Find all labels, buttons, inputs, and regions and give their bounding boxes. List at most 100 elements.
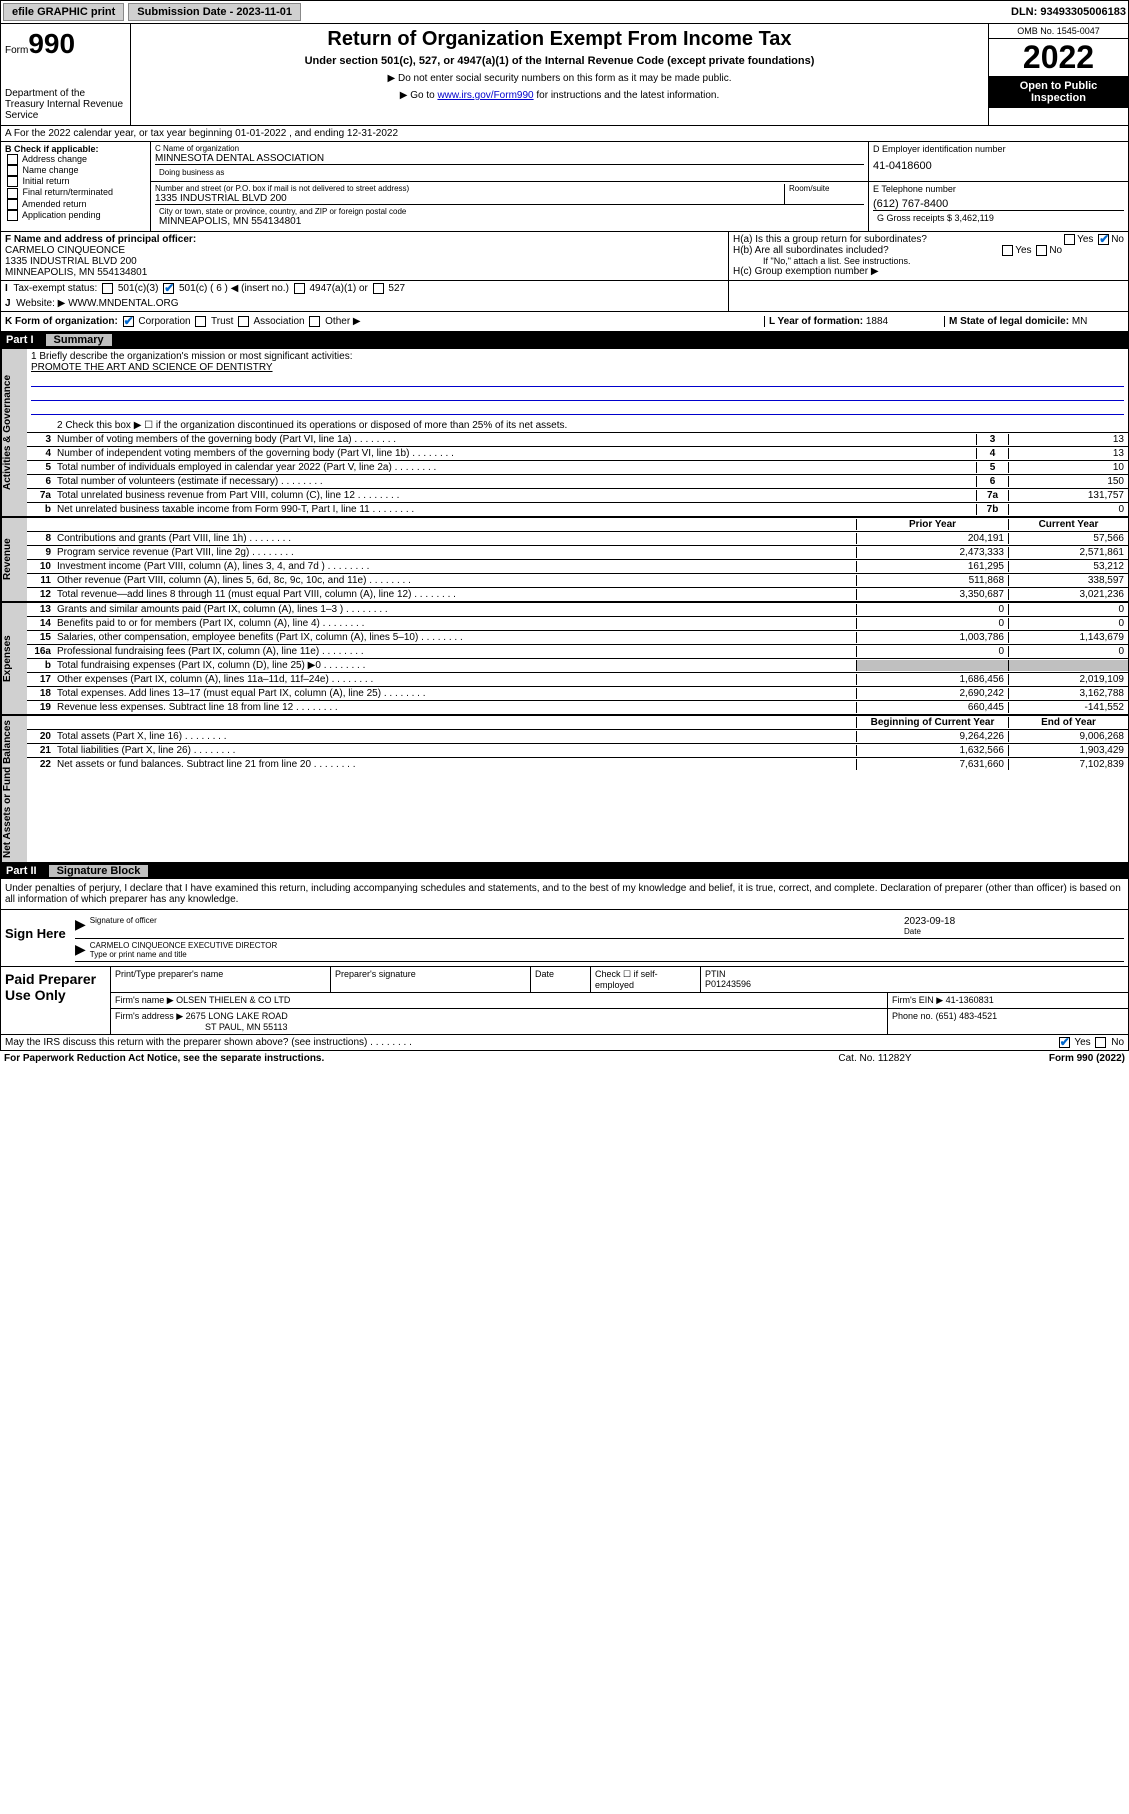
form-label: Form (5, 45, 28, 56)
line-7a-value: 131,757 (1008, 490, 1128, 501)
state-domicile: MN (1072, 316, 1088, 327)
website: WWW.MNDENTAL.ORG (68, 298, 178, 309)
discuss-no-checkbox[interactable] (1095, 1037, 1106, 1048)
revenue-side-label: Revenue (1, 518, 27, 601)
telephone: (612) 767-8400 (873, 198, 1124, 210)
paid-preparer-section: Paid Preparer Use Only Print/Type prepar… (0, 967, 1129, 1035)
row-k-l-m: K Form of organization: Corporation Trus… (0, 312, 1129, 332)
col-b-checkboxes: B Check if applicable: Address change Na… (1, 142, 151, 231)
firm-phone: (651) 483-4521 (936, 1011, 998, 1021)
line-14-current: 0 (1008, 618, 1128, 629)
ha-no-checkbox[interactable] (1098, 234, 1109, 245)
line-13-current: 0 (1008, 604, 1128, 615)
line-4-value: 13 (1008, 448, 1128, 459)
governance-side-label: Activities & Governance (1, 349, 27, 516)
hb-yes-checkbox[interactable] (1002, 245, 1013, 256)
instructions-note: ▶ Go to www.irs.gov/Form990 for instruct… (135, 90, 984, 101)
expenses-side-label: Expenses (1, 603, 27, 714)
name-change-checkbox[interactable] (7, 165, 18, 176)
penalty-statement: Under penalties of perjury, I declare th… (0, 879, 1129, 910)
revenue-section: Revenue Prior YearCurrent Year 8Contribu… (0, 517, 1129, 602)
department-label: Department of the Treasury Internal Reve… (5, 88, 126, 121)
501c3-checkbox[interactable] (102, 283, 113, 294)
sign-here-section: Sign Here Signature of officer2023-09-18… (0, 910, 1129, 967)
firm-address: 2675 LONG LAKE ROAD (186, 1011, 288, 1021)
line-19-prior: 660,445 (856, 702, 1008, 713)
association-checkbox[interactable] (238, 316, 249, 327)
net-assets-side-label: Net Assets or Fund Balances (1, 716, 27, 862)
topbar: efile GRAPHIC print Submission Date - 20… (0, 0, 1129, 24)
line-22-end: 7,102,839 (1008, 759, 1128, 770)
line-18-prior: 2,690,242 (856, 688, 1008, 699)
initial-return-checkbox[interactable] (7, 176, 18, 187)
firm-name: OLSEN THIELEN & CO LTD (176, 995, 290, 1005)
line-12-current: 3,021,236 (1008, 589, 1128, 600)
form-title: Return of Organization Exempt From Incom… (135, 28, 984, 51)
application-pending-checkbox[interactable] (7, 210, 18, 221)
final-return-checkbox[interactable] (7, 188, 18, 199)
corporation-checkbox[interactable] (123, 316, 134, 327)
row-f-h: F Name and address of principal officer:… (0, 232, 1129, 281)
open-public-badge: Open to Public Inspection (989, 76, 1128, 108)
ssn-note: ▶ Do not enter social security numbers o… (135, 73, 984, 84)
gross-receipts: 3,462,119 (955, 213, 994, 223)
line-20-begin: 9,264,226 (856, 731, 1008, 742)
line-10-prior: 161,295 (856, 561, 1008, 572)
part2-header: Part IISignature Block (0, 863, 1129, 879)
line-21-end: 1,903,429 (1008, 745, 1128, 756)
efile-button[interactable]: efile GRAPHIC print (3, 3, 124, 21)
line-19-current: -141,552 (1008, 702, 1128, 713)
instructions-link[interactable]: www.irs.gov/Form990 (437, 90, 533, 101)
firm-ein: 41-1360831 (946, 995, 994, 1005)
hb-no-checkbox[interactable] (1036, 245, 1047, 256)
col-c-d: C Name of organization MINNESOTA DENTAL … (151, 142, 1128, 231)
line-15-prior: 1,003,786 (856, 632, 1008, 643)
line-14-prior: 0 (856, 618, 1008, 629)
part1-header: Part ISummary (0, 332, 1129, 348)
line-22-begin: 7,631,660 (856, 759, 1008, 770)
line-3-value: 13 (1008, 434, 1128, 445)
line-16a-current: 0 (1008, 646, 1128, 657)
line-6-value: 150 (1008, 476, 1128, 487)
line-8-prior: 204,191 (856, 533, 1008, 544)
line-15-current: 1,143,679 (1008, 632, 1128, 643)
governance-section: Activities & Governance 1 Briefly descri… (0, 348, 1129, 517)
discuss-yes-checkbox[interactable] (1059, 1037, 1070, 1048)
omb-number: OMB No. 1545-0047 (989, 24, 1128, 39)
4947-checkbox[interactable] (294, 283, 305, 294)
line-10-current: 53,212 (1008, 561, 1128, 572)
year-formation: 1884 (866, 316, 888, 327)
address-change-checkbox[interactable] (7, 154, 18, 165)
line-17-current: 2,019,109 (1008, 674, 1128, 685)
ha-yes-checkbox[interactable] (1064, 234, 1075, 245)
trust-checkbox[interactable] (195, 316, 206, 327)
line-b-current (1008, 660, 1128, 671)
form-header: Form990 Department of the Treasury Inter… (0, 24, 1129, 126)
expenses-section: Expenses 13Grants and similar amounts pa… (0, 602, 1129, 715)
org-name: MINNESOTA DENTAL ASSOCIATION (155, 153, 864, 164)
submission-date-button[interactable]: Submission Date - 2023-11-01 (128, 3, 301, 21)
city-state-zip: MINNEAPOLIS, MN 554134801 (159, 216, 860, 227)
line-9-prior: 2,473,333 (856, 547, 1008, 558)
527-checkbox[interactable] (373, 283, 384, 294)
line-8-current: 57,566 (1008, 533, 1128, 544)
line-a: A For the 2022 calendar year, or tax yea… (0, 126, 1129, 142)
line-7b-value: 0 (1008, 504, 1128, 515)
amended-return-checkbox[interactable] (7, 199, 18, 210)
line-9-current: 2,571,861 (1008, 547, 1128, 558)
mission-text: PROMOTE THE ART AND SCIENCE OF DENTISTRY (31, 362, 1124, 373)
tax-year: 2022 (989, 39, 1128, 76)
line-21-begin: 1,632,566 (856, 745, 1008, 756)
other-checkbox[interactable] (309, 316, 320, 327)
line-11-current: 338,597 (1008, 575, 1128, 586)
line-5-value: 10 (1008, 462, 1128, 473)
line-b-prior (856, 660, 1008, 671)
street-address: 1335 INDUSTRIAL BLVD 200 (155, 193, 784, 204)
row-i-j: I Tax-exempt status: 501(c)(3) 501(c) ( … (0, 281, 1129, 312)
line-13-prior: 0 (856, 604, 1008, 615)
501c-checkbox[interactable] (163, 283, 174, 294)
dln-label: DLN: 93493305006183 (1011, 6, 1126, 18)
footer: For Paperwork Reduction Act Notice, see … (0, 1051, 1129, 1066)
net-assets-section: Net Assets or Fund Balances Beginning of… (0, 715, 1129, 863)
line-12-prior: 3,350,687 (856, 589, 1008, 600)
